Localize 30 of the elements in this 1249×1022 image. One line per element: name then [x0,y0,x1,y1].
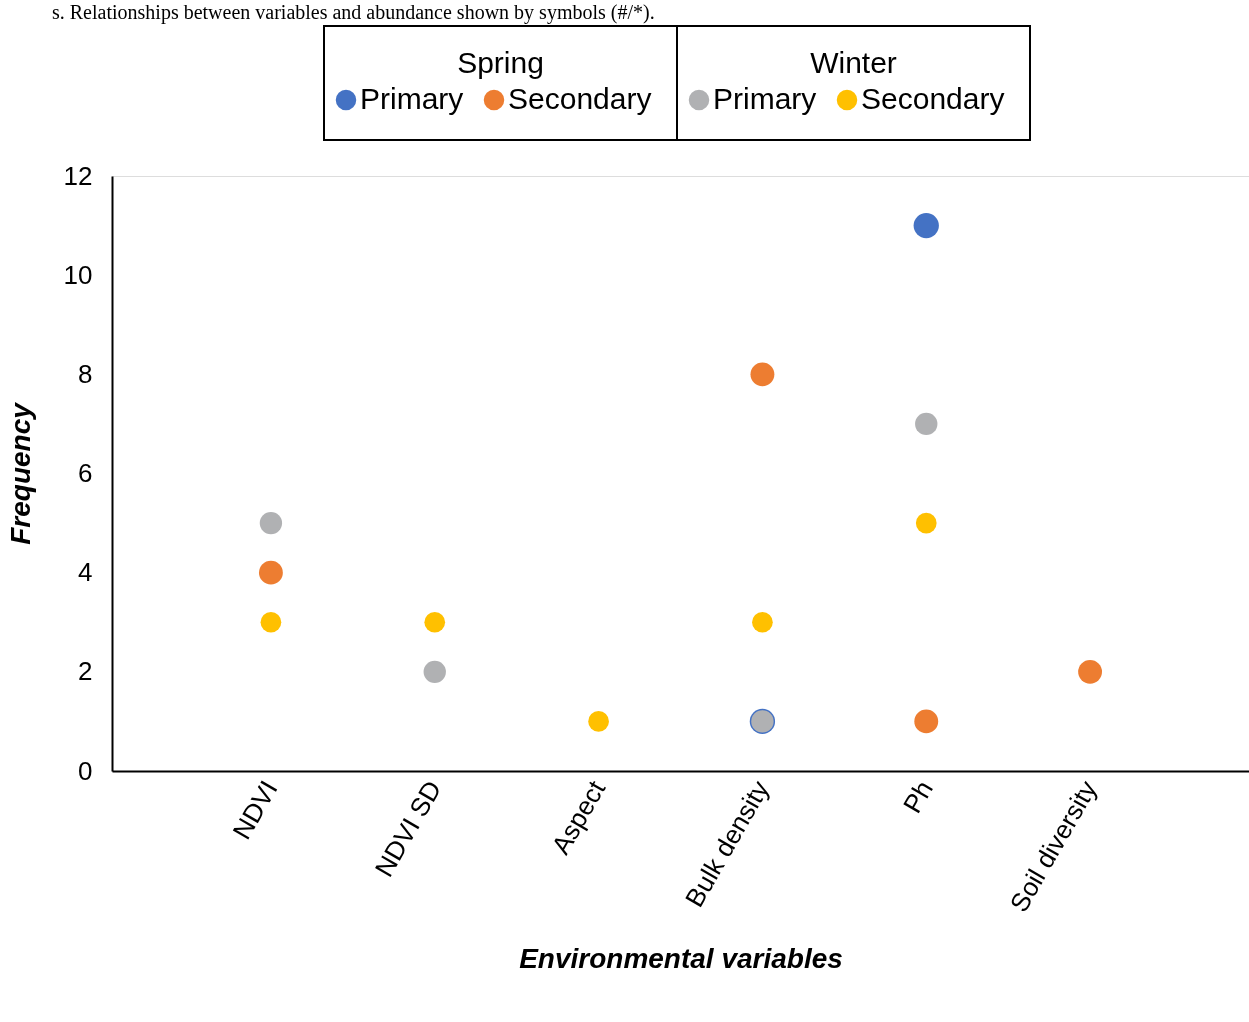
point [259,511,283,535]
text: s. Relationships between variables and abundance shown by symbols (#/*). [52,1,655,24]
y-axis-title: Frequency [4,401,36,545]
legend-label: Secondary [861,82,1005,115]
x-tick-label: Ph [896,775,939,819]
point [1078,659,1103,684]
text: Winter [810,46,897,79]
legend-label: Primary [360,82,464,115]
y-tick-label: 12 [63,160,93,191]
legend-label: Primary [713,82,817,115]
y-tick-label: 10 [63,259,93,290]
x-axis-title: Environmental variables [519,943,843,975]
point [915,512,937,534]
point [424,611,446,633]
point [750,362,775,387]
y-tick-label: 0 [78,755,93,786]
y-tick-label: 2 [78,656,93,687]
text: Spring [457,46,544,79]
y-tick-label: 6 [78,458,93,488]
point [258,560,283,585]
point [588,711,609,732]
point [752,611,773,633]
point [913,212,939,239]
point [423,660,446,683]
y-tick-label: 4 [78,557,93,588]
point [914,709,939,734]
point [915,412,938,436]
legend-label: Secondary [508,82,652,115]
point [260,611,282,633]
y-tick-label: 8 [78,358,93,389]
